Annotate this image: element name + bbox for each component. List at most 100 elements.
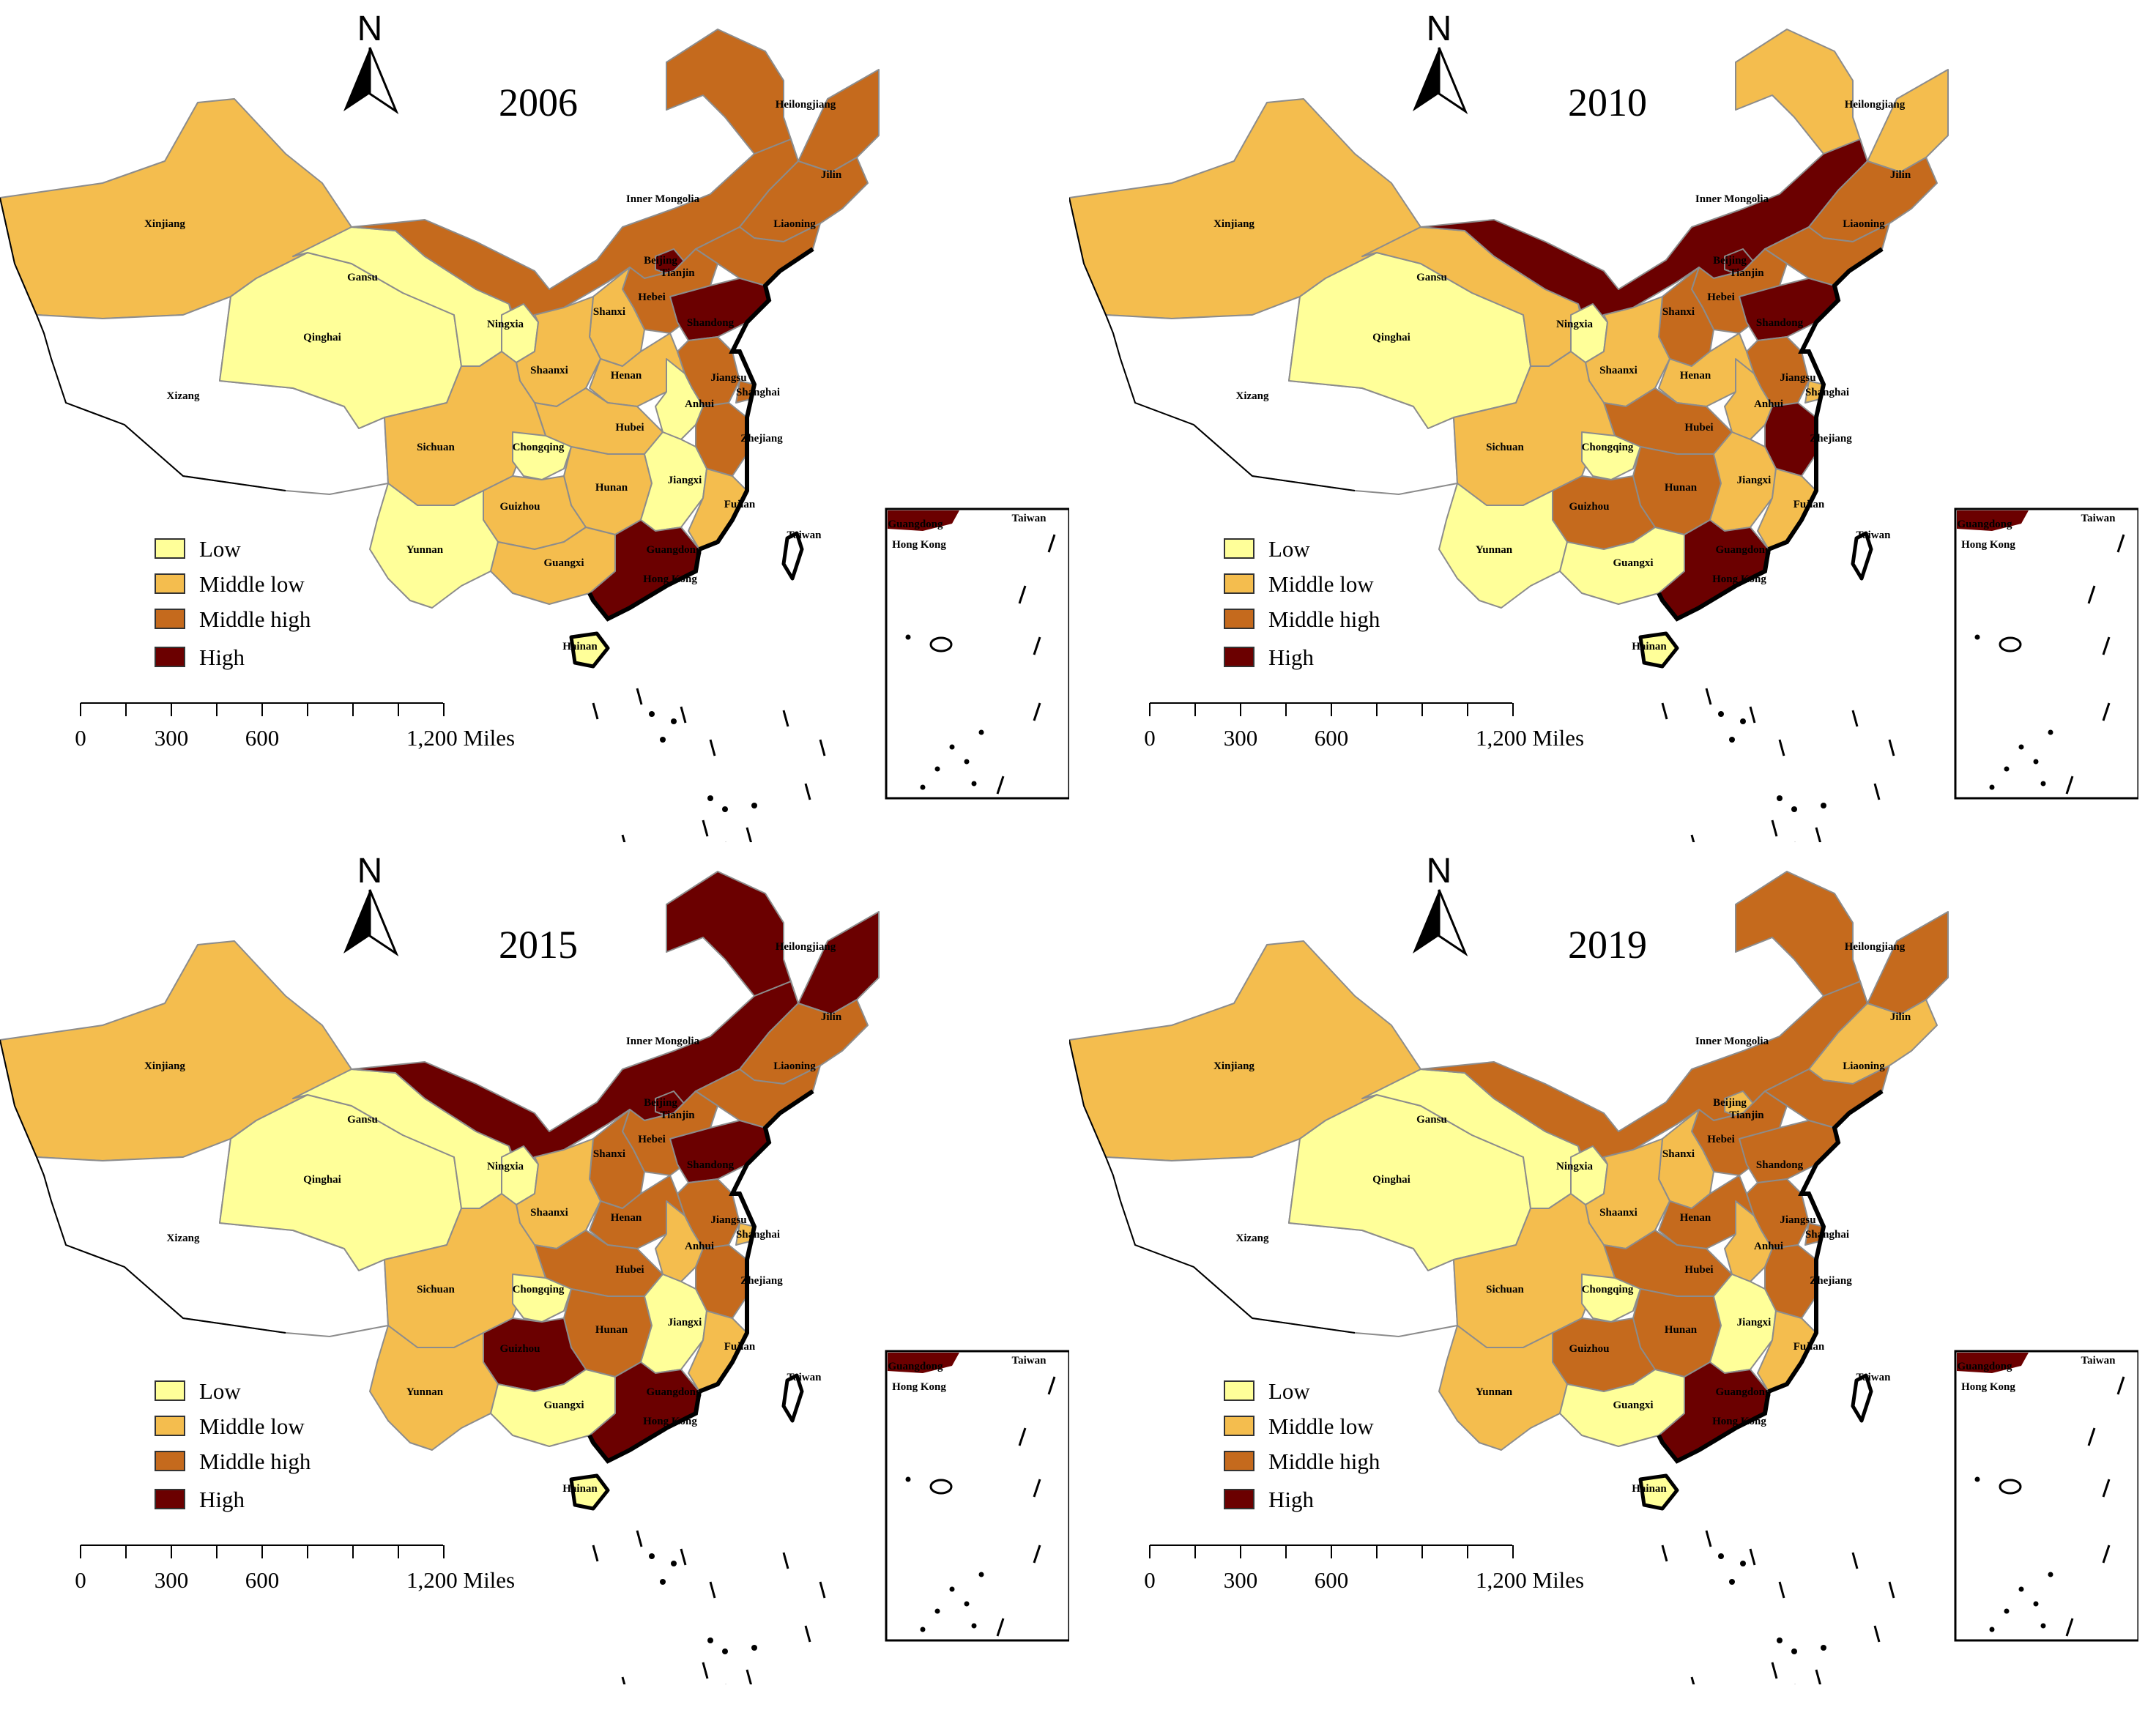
label-zhejiang: Zhejiang: [1810, 433, 1852, 445]
year-title: 2006: [499, 81, 578, 124]
label-chongqing: Chongqing: [513, 442, 565, 453]
scale-bar: 0 300 600 1,200 Miles: [75, 1544, 515, 1593]
island: [722, 806, 728, 812]
map-panel-2019: Xinjiang Xizang Qinghai Gansu Ningxia Inner M…: [1069, 852, 2138, 1684]
province-anhui: [655, 358, 704, 440]
sea-boundary-dash: [1705, 1530, 1712, 1547]
label-hubei: Hubei: [615, 1264, 644, 1276]
year-title: 2010: [1568, 81, 1647, 124]
label-yunnan: Yunnan: [1476, 1386, 1513, 1398]
inset-label-hongkong: Hong Kong: [1961, 1381, 2015, 1393]
label-yunnan: Yunnan: [406, 1386, 444, 1398]
scale-tick-label: 0: [1144, 1567, 1156, 1593]
province-anhui: [1724, 1200, 1773, 1282]
south-coastline: [1657, 1391, 1771, 1464]
island: [1821, 803, 1826, 808]
label-guangxi: Guangxi: [1613, 557, 1653, 569]
legend-label-ml: Middle low: [199, 571, 305, 597]
label-shanxi: Shanxi: [1662, 306, 1695, 318]
taiwan-outline: [781, 531, 804, 581]
province-yunnan: [369, 1325, 499, 1451]
label-shaanxi: Shaanxi: [530, 365, 568, 376]
north-arrow-half: [1438, 889, 1468, 956]
sea-boundary-dash: [702, 819, 709, 837]
sea-boundary-dash: [1661, 702, 1668, 720]
scale-tick-label: 600: [245, 1567, 280, 1593]
label-hongkong: Hong Kong: [643, 1416, 697, 1427]
sea-boundary-dash: [1778, 1581, 1785, 1599]
legend-label-ml: Middle low: [199, 1413, 305, 1439]
island: [1729, 737, 1735, 743]
label-taiwan: Taiwan: [1856, 529, 1892, 541]
sea-boundary-dash: [1749, 1548, 1756, 1566]
xizang-border: [0, 197, 286, 491]
inset-label-guangdong: Guangdong: [1957, 518, 2012, 530]
label-zhejiang: Zhejiang: [1810, 1275, 1852, 1287]
label-inner-mongolia: Inner Mongolia: [626, 193, 700, 205]
label-shaanxi: Shaanxi: [1599, 365, 1638, 376]
island: [1821, 1645, 1826, 1651]
hainan-outline: [1638, 631, 1679, 669]
island: [649, 711, 655, 717]
label-tianjin: Tianjin: [1729, 1109, 1764, 1121]
sea-boundary-dash: [1749, 706, 1756, 724]
label-ningxia: Ningxia: [487, 319, 524, 330]
label-anhui: Anhui: [685, 398, 714, 410]
island: [1740, 1561, 1746, 1566]
scale-tick-label: 600: [1315, 1567, 1349, 1593]
sea-boundary-dash: [804, 783, 811, 800]
china-map: Xinjiang Xizang Qinghai Gansu Ningxia Inner M…: [0, 29, 880, 842]
sea-boundary-dash: [1705, 688, 1712, 705]
label-jiangxi: Jiangxi: [1737, 475, 1772, 486]
inset-label-hongkong: Hong Kong: [892, 1381, 946, 1393]
label-sichuan: Sichuan: [1486, 1284, 1524, 1295]
legend-swatch-ml: [155, 573, 185, 594]
label-guangdong: Guangdong: [1715, 544, 1771, 556]
island: [660, 737, 666, 743]
scale-tick-label: 0: [1144, 725, 1156, 751]
scale-tick-label: 1,200 Miles: [1476, 725, 1584, 751]
coastline: [698, 1089, 814, 1394]
island: [1777, 795, 1783, 801]
label-jilin: Jilin: [1890, 1011, 1911, 1023]
island: [1777, 1637, 1783, 1643]
inset-map: Guangdong Hong Kong Taiwan: [885, 508, 1069, 800]
legend-swatch-ml: [1224, 573, 1254, 594]
north-arrow-icon: [343, 48, 370, 111]
legend-label-ml: Middle low: [1268, 571, 1374, 597]
label-xizang: Xizang: [1236, 390, 1270, 402]
north-label: N: [357, 10, 383, 48]
inset-label-hongkong: Hong Kong: [1961, 539, 2015, 551]
label-heilongjiang: Heilongjiang: [776, 941, 836, 953]
scale-tick-label: 300: [1224, 1567, 1258, 1593]
label-shaanxi: Shaanxi: [1599, 1207, 1638, 1219]
legend-label-mh: Middle high: [199, 1449, 311, 1474]
label-jiangsu: Jiangsu: [710, 1214, 746, 1226]
south-coastline: [1657, 549, 1771, 622]
sea-boundary-dash: [1771, 819, 1778, 837]
china-map: Xinjiang Xizang Qinghai Gansu Ningxia Inner M…: [0, 871, 880, 1684]
province-anhui: [1724, 358, 1773, 440]
north-arrow-half: [368, 47, 399, 114]
label-shandong: Shandong: [1756, 317, 1804, 329]
label-inner-mongolia: Inner Mongolia: [1695, 193, 1769, 205]
sea-boundary-dash: [709, 1581, 716, 1599]
legend-swatch-mh: [1224, 609, 1254, 629]
china-map: Xinjiang Xizang Qinghai Gansu Ningxia Inner M…: [1069, 871, 1949, 1684]
label-guangdong: Guangdong: [646, 1386, 702, 1398]
label-ningxia: Ningxia: [1556, 319, 1594, 330]
island: [722, 1648, 728, 1654]
label-heilongjiang: Heilongjiang: [776, 99, 836, 111]
label-guangdong: Guangdong: [1715, 1386, 1771, 1398]
label-gansu: Gansu: [1416, 1114, 1447, 1126]
legend-label-ml: Middle low: [1268, 1413, 1374, 1439]
scale-tick-label: 1,200 Miles: [406, 725, 515, 751]
label-hongkong: Hong Kong: [1712, 1416, 1766, 1427]
province-anhui: [655, 1200, 704, 1282]
sea-boundary-dash: [592, 1544, 599, 1562]
scale-tick-label: 300: [1224, 725, 1258, 751]
label-tianjin: Tianjin: [660, 267, 695, 279]
label-guizhou: Guizhou: [499, 501, 540, 513]
sea-boundary-dash: [1690, 1676, 1695, 1684]
label-xinjiang: Xinjiang: [144, 218, 185, 230]
